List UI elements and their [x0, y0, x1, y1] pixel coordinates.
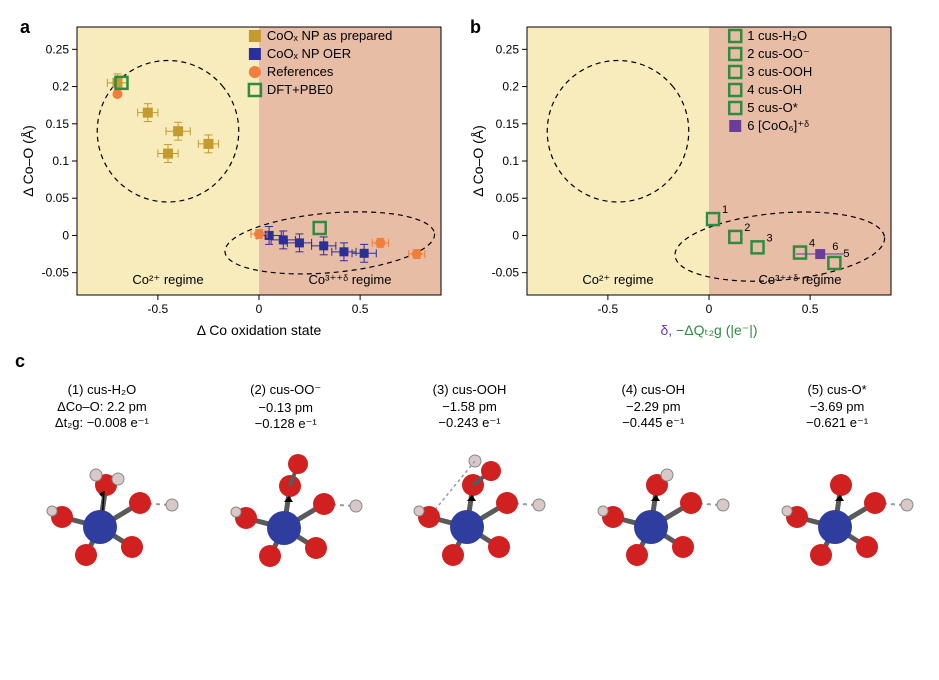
svg-text:Co³⁺⁺ᵟ regime: Co³⁺⁺ᵟ regime: [309, 272, 392, 287]
svg-text:0.25: 0.25: [46, 42, 70, 56]
svg-text:References: References: [267, 64, 334, 79]
panel-a-chart: -0.5 0 0.5 -0.05 0 0.05 0.1 0.15 0.2 0.25 Δ Co oxi…: [15, 15, 455, 345]
mol-block-1: (1) cus-H₂O ΔCo–O: 2.2 pmΔt₂g: −0.008 e⁻¹: [15, 382, 189, 586]
svg-text:Co²⁺ regime: Co²⁺ regime: [582, 272, 653, 287]
svg-text:6 [CoO₆]⁺ᵟ: 6 [CoO₆]⁺ᵟ: [747, 118, 809, 133]
mol-title: (1) cus-H₂O: [15, 382, 189, 397]
svg-text:0.5: 0.5: [352, 302, 369, 316]
svg-text:2 cus-OO⁻: 2 cus-OO⁻: [747, 46, 810, 61]
panel-c-label: c: [15, 351, 924, 372]
panel-b: b -0.500.5-0.0500.050.10.150.20.25δ, −ΔQ…: [465, 15, 905, 345]
svg-text:0.15: 0.15: [46, 117, 70, 131]
svg-text:1: 1: [722, 204, 728, 216]
svg-text:0.2: 0.2: [502, 80, 519, 94]
svg-text:5 cus-O*: 5 cus-O*: [747, 100, 798, 115]
svg-text:0.25: 0.25: [496, 42, 520, 56]
svg-text:0.2: 0.2: [52, 80, 69, 94]
svg-text:4: 4: [809, 238, 815, 250]
svg-text:0.05: 0.05: [46, 191, 70, 205]
mol-block-2: (2) cus-OO⁻ −0.13 pm−0.128 e⁻¹: [199, 382, 373, 586]
mol-line2: −0.445 e⁻¹: [566, 415, 740, 431]
svg-text:0: 0: [62, 228, 69, 242]
mol-block-5: (5) cus-O* −3.69 pm−0.621 e⁻¹: [750, 382, 924, 586]
svg-text:0.15: 0.15: [496, 117, 520, 131]
panel-c: c (1) cus-H₂O ΔCo–O: 2.2 pmΔt₂g: −0.008 e…: [15, 351, 924, 586]
svg-text:-0.5: -0.5: [148, 302, 169, 316]
panel-c-row: (1) cus-H₂O ΔCo–O: 2.2 pmΔt₂g: −0.008 e⁻¹…: [15, 382, 924, 586]
mol-line1: −2.29 pm: [566, 399, 740, 414]
panel-b-chart: -0.5 0 0.5 -0.05 0 0.05 0.1 0.15 0.2 0.25 δ, −ΔQₜ₂…: [465, 15, 905, 345]
svg-text:Δ Co–O (Å): Δ Co–O (Å): [470, 125, 486, 197]
svg-text:0: 0: [256, 302, 263, 316]
mol-line1: −0.13 pm: [199, 400, 373, 415]
svg-text:-0.05: -0.05: [42, 266, 70, 280]
mol-line2: −0.621 e⁻¹: [750, 415, 924, 431]
mol-block-4: (4) cus-OH −2.29 pm−0.445 e⁻¹: [566, 382, 740, 586]
svg-text:Co³⁺⁺ᵟ regime: Co³⁺⁺ᵟ regime: [759, 272, 842, 287]
svg-text:CoOₓ NP OER: CoOₓ NP OER: [267, 46, 351, 61]
svg-text:0: 0: [512, 228, 519, 242]
mol-line1: ΔCo–O: 2.2 pm: [15, 399, 189, 414]
svg-text:0.5: 0.5: [802, 302, 819, 316]
svg-text:CoOₓ NP as prepared: CoOₓ NP as prepared: [267, 28, 392, 43]
svg-text:0: 0: [706, 302, 713, 316]
mol-title: (5) cus-O*: [750, 382, 924, 397]
panel-a: a -0.500.5-0.0500.050.10.150.20.25Δ Co o…: [15, 15, 455, 345]
mol-title: (4) cus-OH: [566, 382, 740, 397]
mol-line2: Δt₂g: −0.008 e⁻¹: [15, 415, 189, 431]
mol-title: (3) cus-OOH: [383, 382, 557, 397]
mol-line2: −0.243 e⁻¹: [383, 415, 557, 431]
svg-text:4 cus-OH: 4 cus-OH: [747, 82, 802, 97]
svg-text:δ, −ΔQₜ₂g (|e⁻|): δ, −ΔQₜ₂g (|e⁻|): [660, 322, 757, 338]
mol-line1: −3.69 pm: [750, 399, 924, 414]
mol-line2: −0.128 e⁻¹: [199, 416, 373, 432]
svg-text:DFT+PBE0: DFT+PBE0: [267, 82, 333, 97]
svg-text:-0.05: -0.05: [492, 266, 520, 280]
svg-text:6: 6: [832, 241, 838, 253]
mol-block-3: (3) cus-OOH −1.58 pm−0.243 e⁻¹: [383, 382, 557, 586]
svg-text:Δ Co oxidation state: Δ Co oxidation state: [197, 322, 322, 338]
svg-text:3 cus-OOH: 3 cus-OOH: [747, 64, 812, 79]
mol-line1: −1.58 pm: [383, 399, 557, 414]
top-row: a -0.500.5-0.0500.050.10.150.20.25Δ Co o…: [15, 15, 924, 345]
svg-text:0.1: 0.1: [502, 154, 519, 168]
svg-text:-0.5: -0.5: [598, 302, 619, 316]
svg-text:1 cus-H₂O: 1 cus-H₂O: [747, 28, 807, 43]
svg-text:2: 2: [744, 222, 750, 234]
svg-text:0.05: 0.05: [496, 191, 520, 205]
svg-text:0.1: 0.1: [52, 154, 69, 168]
svg-text:Δ Co–O (Å): Δ Co–O (Å): [20, 125, 36, 197]
mol-title: (2) cus-OO⁻: [199, 382, 373, 398]
svg-text:Co²⁺ regime: Co²⁺ regime: [132, 272, 203, 287]
svg-text:3: 3: [767, 232, 773, 244]
